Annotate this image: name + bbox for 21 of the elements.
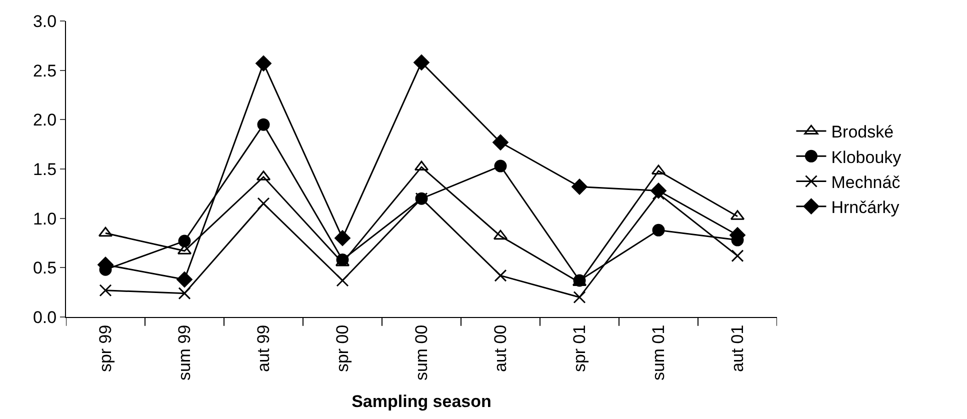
x-tick-label: spr 01 (570, 324, 590, 372)
y-tick-label: 1.0 (32, 209, 57, 228)
y-tick-label: 1.5 (32, 160, 57, 179)
y-tick-label: 3.0 (32, 12, 57, 31)
legend-label: Hrnčárky (831, 198, 900, 217)
x-tick-label: sum 99 (175, 324, 194, 381)
legend-label: Klobouky (831, 148, 902, 167)
y-tick-label: 0.0 (32, 308, 57, 327)
x-tick-label: aut 99 (254, 324, 274, 372)
x-axis-title: Sampling season (352, 392, 492, 411)
legend-label: Mechnáč (831, 172, 901, 192)
y-tick-label: 0.5 (32, 258, 57, 278)
y-tick-label: 2.0 (32, 110, 57, 130)
legend-label: Brodské (831, 122, 894, 142)
x-tick-label: aut 00 (491, 324, 510, 372)
x-tick-label: sum 01 (649, 324, 668, 381)
x-tick-label: spr 99 (96, 324, 116, 372)
x-tick-label: aut 01 (728, 324, 748, 372)
y-tick-label: 2.5 (32, 61, 57, 80)
x-tick-label: spr 00 (333, 324, 352, 372)
x-tick-label: sum 00 (412, 324, 432, 381)
